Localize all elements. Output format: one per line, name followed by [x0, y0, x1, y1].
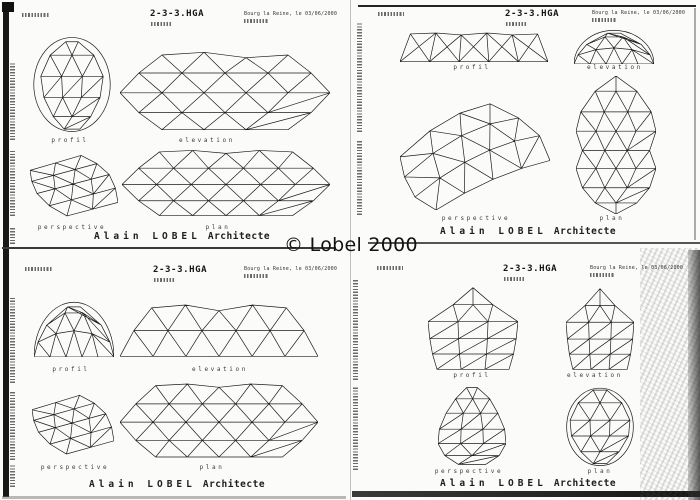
author-name: Alain LOBEL [439, 478, 547, 489]
author-role: Architecte [553, 226, 617, 237]
drawing-title-q4: 2-3-3.HGA [503, 264, 558, 274]
label-profil-q2: profil [453, 64, 491, 71]
label-plan-q4: plan [587, 468, 613, 475]
drawing-subtitle-q4 [504, 277, 524, 281]
sheet-ref-label-q4 [377, 266, 403, 270]
elevation-wireframe-q3 [120, 301, 318, 358]
scan-edge-strip-right-bottom [688, 250, 700, 500]
elevation-wireframe-q4 [566, 287, 634, 371]
author-role: Architecte [207, 231, 271, 242]
margin-text-q4-a [353, 280, 358, 380]
label-plan-q1: plan [205, 224, 231, 231]
sheet1-bottom-line [2, 247, 336, 249]
plan-wireframe-q4 [566, 387, 634, 466]
margin-text-q1-a [10, 62, 15, 140]
margin-text-q3-a [10, 298, 15, 383]
author-role: Architecte [553, 478, 617, 489]
author-signature-q2: Alain LOBEL Architecte [428, 226, 628, 237]
margin-text-q1-c [10, 228, 15, 244]
perspective-wireframe-q3 [32, 390, 114, 456]
label-elevation-q2: elevation [587, 64, 643, 71]
scan-edge-line-right-top [694, 8, 696, 240]
label-plan-q3: plan [199, 464, 225, 471]
plan-wireframe-q3 [120, 379, 318, 462]
author-name: Alain LOBEL [439, 226, 547, 237]
label-plan-q2: plan [599, 215, 625, 222]
sheet3-bottom-smudge [2, 496, 346, 499]
drawing-subtitle-q1 [151, 22, 171, 26]
margin-text-q2-a [357, 22, 362, 132]
label-elevation-q4: elevation [567, 372, 623, 379]
sheet4-bottom-band [352, 491, 700, 497]
drawing-title-q3: 2-3-3.HGA [153, 265, 208, 275]
label-elevation-q3: elevation [192, 366, 248, 373]
time-stamp-q2 [592, 18, 616, 22]
profil-wireframe-q2 [400, 30, 548, 63]
margin-text-q3-b [10, 392, 15, 460]
label-perspective-q2: perspective [441, 215, 511, 222]
time-stamp-q1 [244, 19, 268, 23]
label-perspective-q3: perspective [40, 464, 110, 471]
perspective-wireframe-q1 [30, 150, 118, 218]
drawing-title-q2: 2-3-3.HGA [505, 9, 560, 19]
sheet2-bottom-line [368, 242, 700, 244]
label-profil-q4: profil [453, 372, 491, 379]
margin-text-q3-c [10, 465, 15, 487]
scan-edge-strip-left [3, 5, 9, 497]
perspective-wireframe-q2 [400, 92, 550, 210]
margin-text-q4-b [353, 386, 358, 470]
scan-edge-blob [2, 2, 14, 12]
plan-wireframe-q1 [122, 146, 330, 220]
label-profil-q1: profil [51, 137, 89, 144]
profil-wireframe-q3 [34, 300, 114, 357]
time-stamp-q4 [590, 273, 614, 277]
profil-wireframe-q4 [428, 286, 518, 371]
author-name: Alain LOBEL [93, 231, 201, 242]
label-perspective-q4: perspective [434, 468, 504, 475]
label-perspective-q1: perspective [37, 224, 107, 231]
author-name: Alain LOBEL [88, 479, 196, 490]
date-line-q1: Bourg la Reine, le 03/06/2000 [244, 11, 338, 17]
author-signature-q4: Alain LOBEL Architecte [428, 478, 628, 489]
date-line-q3: Bourg la Reine, le 03/06/2000 [244, 266, 338, 272]
elevation-wireframe-q2 [574, 29, 654, 64]
perspective-wireframe-q4 [438, 386, 506, 466]
elevation-wireframe-q1 [120, 46, 330, 136]
margin-text-q2-b [357, 140, 362, 215]
author-signature-q1: Alain LOBEL Architecte [82, 231, 282, 242]
sheet-ref-label-q2 [378, 12, 404, 16]
plan-wireframe-q2 [576, 76, 656, 214]
margin-text-q1-b [10, 150, 15, 216]
label-elevation-q1: elevation [179, 137, 235, 144]
author-signature-q3: Alain LOBEL Architecte [77, 479, 277, 490]
label-profil-q3: profil [52, 366, 90, 373]
profil-wireframe-q1 [33, 36, 111, 132]
sheet-ref-label-q1 [22, 13, 50, 17]
date-line-q4: Bourg la Reine, le 03/06/2000 [590, 265, 684, 271]
sheet2-top-line [358, 5, 696, 7]
drawing-title-q1: 2-3-3.HGA [150, 9, 205, 19]
author-role: Architecte [202, 479, 266, 490]
time-stamp-q3 [244, 274, 268, 278]
copyright-watermark: © Lobel 2000 [284, 234, 418, 256]
sheet-ref-label-q3 [25, 267, 53, 271]
date-line-q2: Bourg la Reine, le 03/06/2000 [592, 10, 686, 16]
drawing-subtitle-q2 [506, 22, 526, 26]
center-divider-line [350, 0, 351, 500]
drawing-subtitle-q3 [154, 278, 174, 282]
